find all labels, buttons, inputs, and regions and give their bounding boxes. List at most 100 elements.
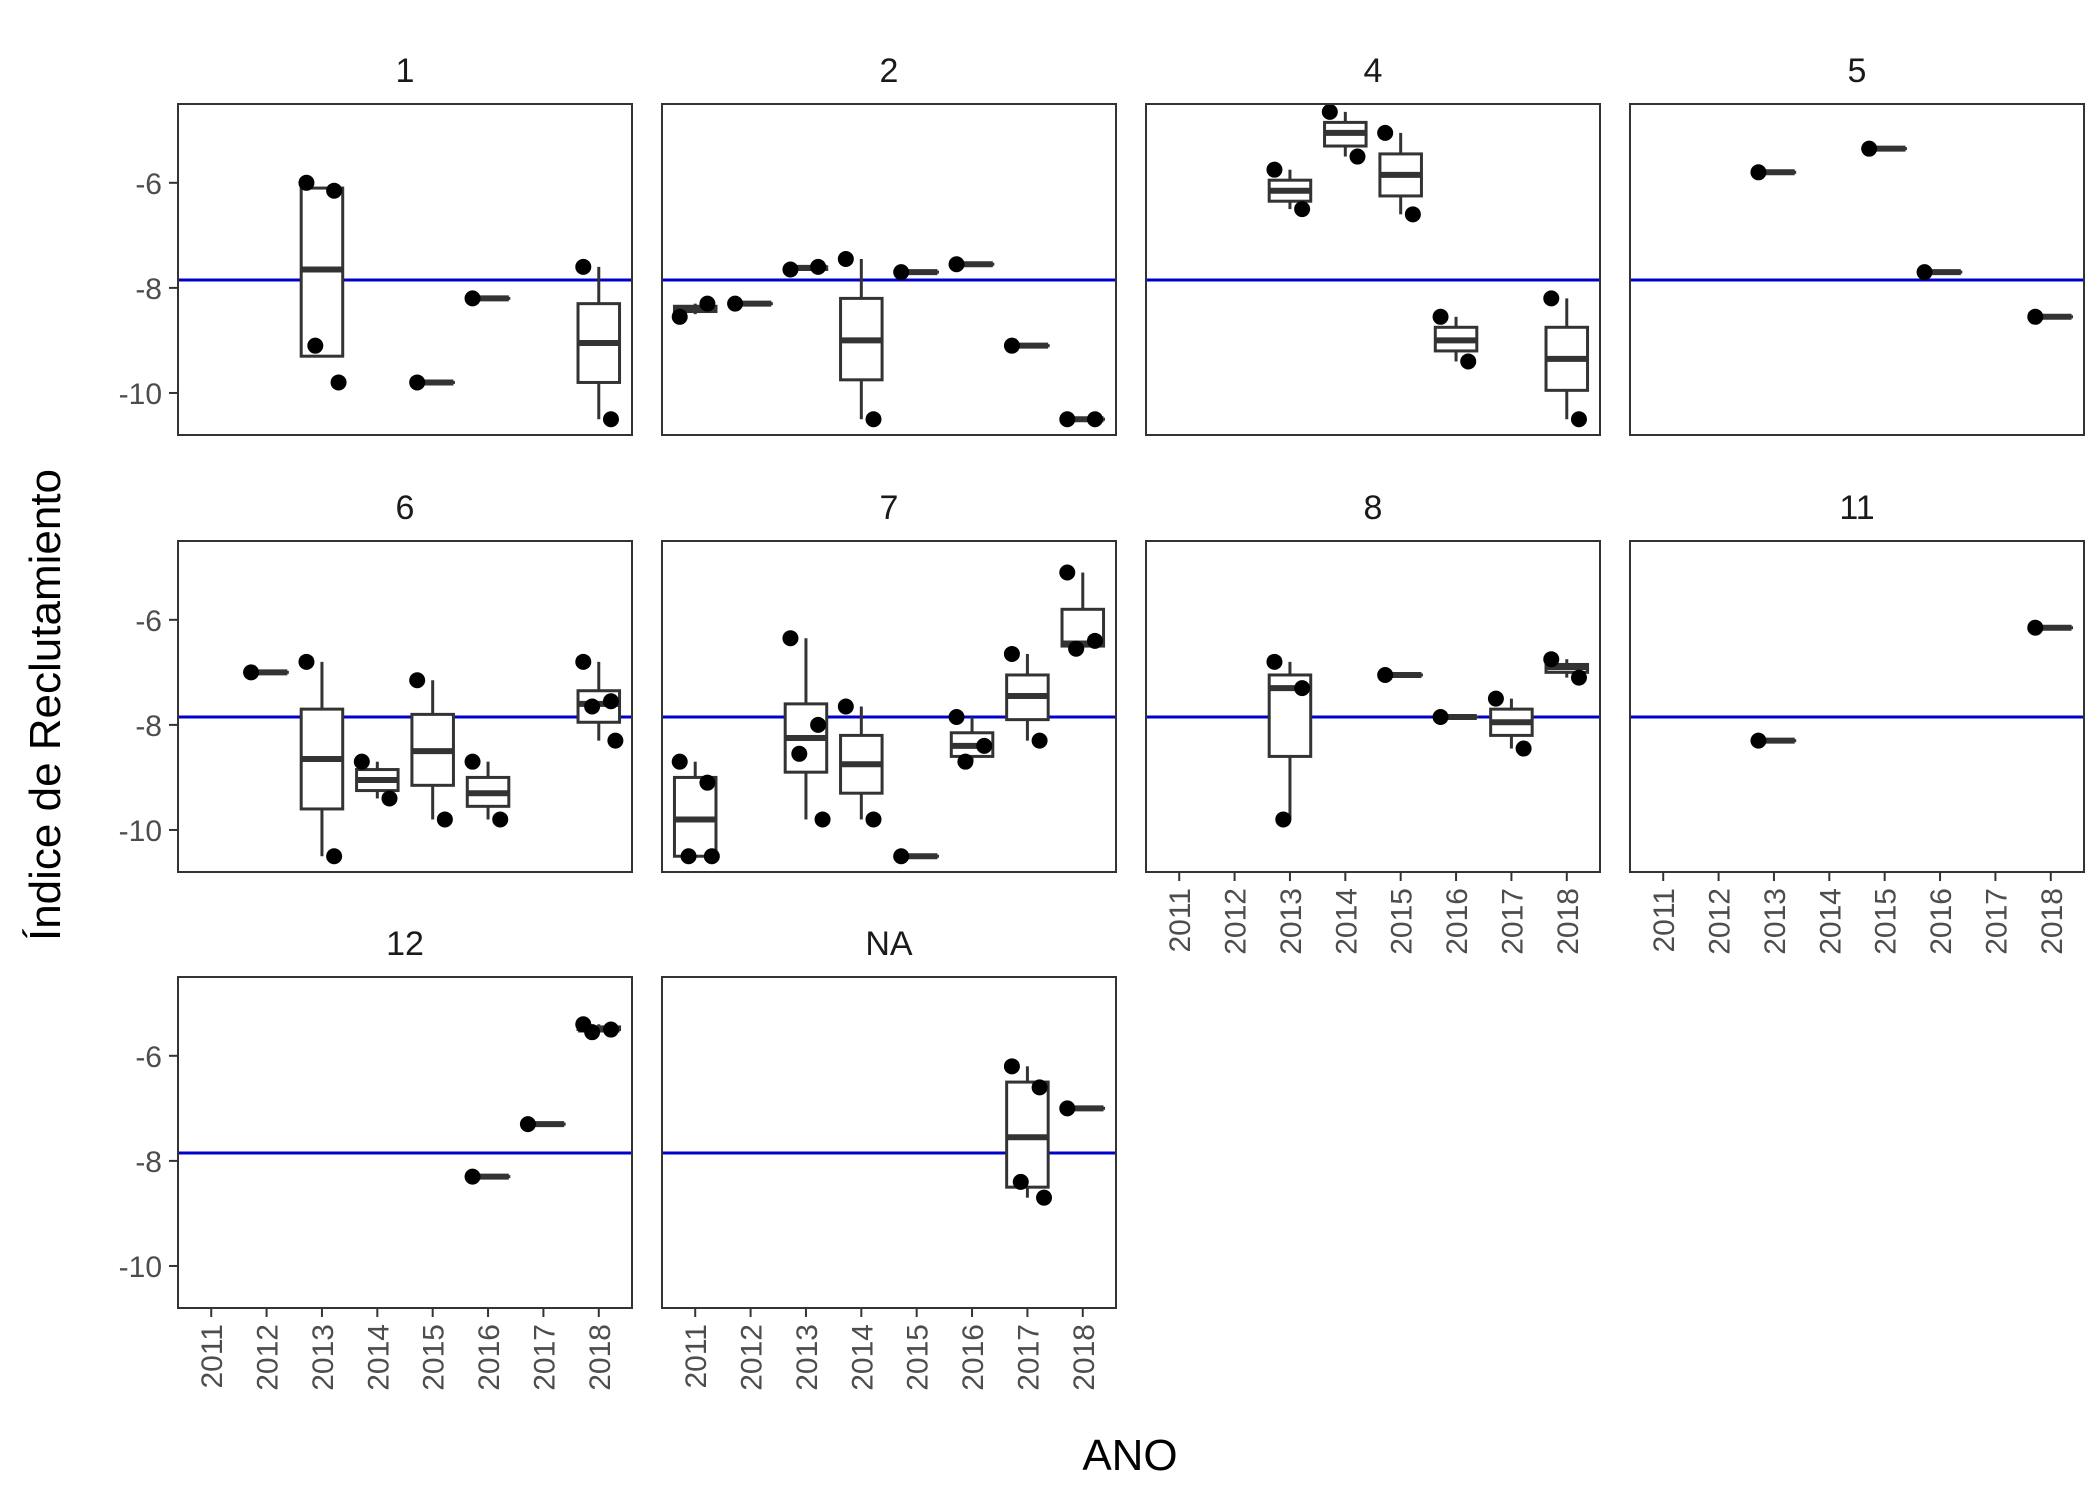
data-point (409, 672, 426, 689)
x-tick-label: 2018 (1068, 1324, 1101, 1391)
y-axis-title: Índice de Reclutamiento (21, 469, 70, 941)
boxplot-2014 (839, 706, 884, 820)
data-point (2027, 308, 2044, 325)
y-tick-label: -10 (119, 378, 162, 411)
data-point (699, 774, 716, 791)
boxplot-2011 (672, 761, 718, 858)
x-tick-label: 2011 (1164, 888, 1197, 953)
data-point (810, 716, 827, 733)
x-tick-label: 2018 (2036, 888, 2069, 955)
facet-strip-label: 1 (396, 52, 415, 90)
x-tick-label: 2014 (1814, 888, 1847, 955)
panel-border (177, 976, 633, 1309)
boxplot-2016 (465, 761, 511, 820)
data-point (307, 337, 324, 354)
data-point (1059, 1100, 1076, 1117)
data-point (1321, 103, 1338, 120)
y-tick-label: -6 (135, 168, 162, 201)
data-point (1086, 411, 1103, 428)
data-point (1432, 709, 1449, 726)
boxplot-2014 (1323, 111, 1368, 157)
panel-border (1145, 103, 1601, 436)
data-point (671, 308, 688, 325)
x-tick-label: 2015 (1870, 888, 1903, 955)
x-tick-label: 2013 (1275, 888, 1308, 955)
boxplot-2017 (1489, 698, 1534, 749)
data-point (948, 709, 965, 726)
y-tick-label: -10 (119, 815, 162, 848)
y-tick-label: -8 (135, 710, 162, 743)
data-point (1349, 148, 1366, 165)
panel-border (177, 540, 633, 873)
data-point (1487, 690, 1504, 707)
facet-panel-11: 11 2011 2012 2013 2014 2015 2016 2017 2018 (1629, 489, 2085, 955)
facet-strip-label: 7 (880, 489, 899, 527)
facet-strip-label: 12 (386, 925, 424, 963)
data-point (782, 261, 799, 278)
boxplot-2013 (1267, 169, 1313, 210)
data-point (976, 737, 993, 754)
data-point (1086, 632, 1103, 649)
boxplot-2013 (299, 661, 345, 857)
data-point (602, 411, 619, 428)
data-point (1460, 353, 1477, 370)
boxplot-2013 (783, 638, 829, 820)
data-point (837, 250, 854, 267)
data-point (814, 811, 831, 828)
x-tick-label: 2017 (1012, 1324, 1045, 1391)
panel-border (1629, 540, 2085, 873)
y-tick-label: -8 (135, 1146, 162, 1179)
x-tick-label: 2012 (1220, 888, 1253, 955)
x-tick-label: 2013 (1759, 888, 1792, 955)
boxplot-2018 (1544, 298, 1590, 420)
facet-strip-label: 2 (880, 52, 899, 90)
facet-panel-2: 2 (661, 52, 1117, 436)
data-point (381, 790, 398, 807)
data-point (330, 374, 347, 391)
boxplot-2015 (1378, 132, 1423, 215)
x-tick-label: 2014 (1330, 888, 1363, 955)
panel-border (661, 540, 1117, 873)
data-point (1543, 290, 1560, 307)
x-tick-label: 2016 (473, 1324, 506, 1391)
facet-panel-1: 1 -10 -8 -6 (119, 52, 633, 436)
x-tick-label: 2016 (1925, 888, 1958, 955)
data-point (1294, 680, 1311, 697)
x-tick-label: 2017 (528, 1324, 561, 1391)
x-tick-label: 2011 (680, 1324, 713, 1389)
facet-panel-7: 7 (661, 489, 1117, 873)
data-point (680, 848, 697, 865)
x-tick-label: 2014 (846, 1324, 879, 1391)
data-point (671, 753, 688, 770)
panel-border (1629, 103, 2085, 436)
facet-panel-8: 8 2011 2012 2013 2014 2015 2016 2017 2018 (1145, 489, 1601, 955)
data-point (727, 295, 744, 312)
facet-panel-5: 5 (1629, 52, 2085, 436)
x-tick-label: 2018 (1552, 888, 1585, 955)
facet-strip-label: 6 (396, 489, 415, 527)
data-point (893, 848, 910, 865)
facet-strip-label: 11 (1839, 489, 1874, 527)
y-tick-label: -6 (135, 605, 162, 638)
data-point (436, 811, 453, 828)
x-tick-label: 2015 (1386, 888, 1419, 955)
panel-border (177, 103, 633, 436)
facet-panel-12: 12 -10 -8 -6 2011 2012 2013 2014 2015 2016 2017 201… (119, 925, 633, 1391)
data-point (1266, 653, 1283, 670)
data-point (1750, 732, 1767, 749)
data-point (464, 1168, 481, 1185)
x-axis-title: ANO (1082, 1431, 1177, 1480)
data-point (1404, 206, 1421, 223)
data-point (1275, 811, 1292, 828)
data-point (602, 693, 619, 710)
x-tick-label: 2015 (902, 1324, 935, 1391)
data-point (1036, 1189, 1053, 1206)
data-point (492, 811, 509, 828)
data-point (584, 1024, 601, 1041)
panel-border (1145, 540, 1601, 873)
data-point (1068, 640, 1085, 657)
data-point (464, 753, 481, 770)
data-point (1003, 1058, 1020, 1075)
data-point (1515, 740, 1532, 757)
data-point (1059, 411, 1076, 428)
